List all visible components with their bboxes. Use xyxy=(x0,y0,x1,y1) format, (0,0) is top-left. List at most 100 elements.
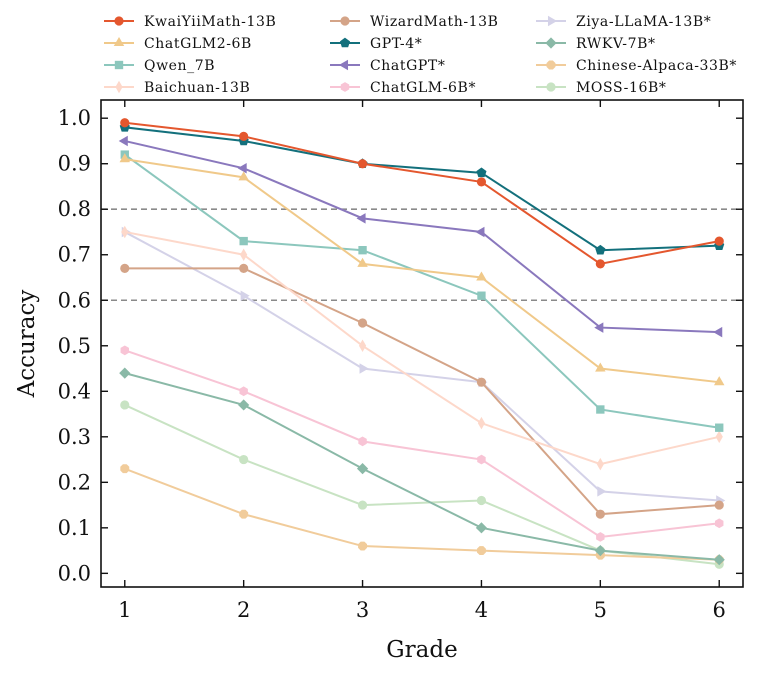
data-point xyxy=(120,345,129,356)
data-point xyxy=(120,118,130,128)
legend-item: WizardMath-13B xyxy=(330,14,499,30)
data-point xyxy=(476,177,487,187)
data-point xyxy=(237,163,247,174)
legend-item: GPT-4* xyxy=(330,36,422,52)
data-point xyxy=(596,532,605,542)
data-point xyxy=(713,376,725,386)
y-tick-label: 0.6 xyxy=(58,288,91,312)
series-line xyxy=(124,139,720,334)
x-axis-title: Grade xyxy=(386,637,457,663)
series-line xyxy=(124,231,720,466)
legend-label: Ziya-LLaMA-13B* xyxy=(576,14,711,30)
legend-label: ChatGPT* xyxy=(370,58,445,74)
data-point xyxy=(359,363,369,374)
x-tick-label: 2 xyxy=(237,598,250,622)
legend-marker xyxy=(546,82,556,92)
legend-item: ChatGLM2-6B xyxy=(104,36,251,52)
legend-item: Ziya-LLaMA-13B* xyxy=(536,14,711,30)
data-point xyxy=(357,159,368,169)
legend-item: Chinese-Alpaca-33B* xyxy=(536,58,737,74)
series-rwkv-7b xyxy=(119,367,725,566)
data-point xyxy=(475,226,485,238)
data-point xyxy=(358,541,368,551)
data-point xyxy=(239,263,249,274)
data-point xyxy=(595,362,606,372)
axis-ticks: 1 2 3 4 5 6 0.0 0.1 0.2 0.3 0.4 0.5 0.6 0.7 0.8 0.9 1.0 xyxy=(58,100,743,622)
legend-label: Chinese-Alpaca-33B* xyxy=(576,58,737,74)
series-line xyxy=(124,126,720,252)
x-tick-label: 5 xyxy=(594,598,607,622)
legend-marker xyxy=(338,59,349,71)
legend-marker xyxy=(340,16,350,26)
legend-label: RWKV-7B* xyxy=(576,36,656,52)
data-point xyxy=(714,500,724,510)
data-point xyxy=(121,225,129,239)
data-point xyxy=(596,405,605,414)
y-tick-label: 0.2 xyxy=(58,470,91,494)
data-point xyxy=(357,500,368,510)
series-line xyxy=(124,349,720,538)
legend-item: RWKV-7B* xyxy=(536,36,656,52)
data-point xyxy=(713,554,725,566)
series-chatglm-6b xyxy=(120,345,724,542)
series-line xyxy=(124,158,720,384)
y-tick-label: 0.4 xyxy=(58,379,91,403)
series-line xyxy=(124,372,720,561)
legend-label: WizardMath-13B xyxy=(370,14,499,30)
data-point xyxy=(477,416,486,430)
x-tick-label: 1 xyxy=(118,598,131,622)
series-line xyxy=(124,153,720,429)
data-point xyxy=(476,271,487,281)
data-point xyxy=(119,367,131,379)
data-point xyxy=(476,495,487,506)
data-point xyxy=(715,423,724,432)
series-wizardmath-13b xyxy=(120,263,724,519)
data-point xyxy=(477,454,486,465)
data-point xyxy=(240,290,250,301)
data-point xyxy=(357,318,368,328)
series-chatglm2-6b xyxy=(119,153,725,386)
legend-label: ChatGLM-6B* xyxy=(370,80,476,96)
legend-marker xyxy=(339,37,351,48)
data-point xyxy=(475,522,488,534)
data-point xyxy=(358,246,367,255)
legend-marker xyxy=(545,37,557,49)
legend-marker xyxy=(115,80,123,94)
data-point xyxy=(240,248,248,262)
legend-marker xyxy=(114,60,124,70)
legend-item: ChatGPT* xyxy=(330,58,445,74)
y-tick-label: 0.1 xyxy=(58,516,91,540)
data-point xyxy=(120,263,130,274)
data-point xyxy=(120,464,130,474)
y-tick-label: 0.8 xyxy=(58,197,91,221)
legend-item: MOSS-16B* xyxy=(536,80,667,96)
data-point xyxy=(358,436,367,447)
data-point xyxy=(595,509,605,519)
y-axis-title: Accuracy xyxy=(14,290,40,399)
y-tick-label: 0.5 xyxy=(58,334,91,358)
data-point xyxy=(476,167,487,178)
x-tick-label: 4 xyxy=(475,598,488,622)
plot-area xyxy=(118,118,726,569)
data-point xyxy=(119,153,131,163)
legend: KwaiYiiMath-13B ChatGLM2-6B Qwen_7B Baichua… xyxy=(104,14,737,96)
data-point xyxy=(358,339,367,353)
legend-label: MOSS-16B* xyxy=(576,80,667,96)
reference-lines xyxy=(101,208,743,302)
y-tick-label: 0.7 xyxy=(58,243,91,267)
series-line xyxy=(124,267,720,516)
data-point xyxy=(715,518,724,529)
data-point xyxy=(239,509,249,519)
legend-marker xyxy=(547,15,558,27)
data-point xyxy=(238,171,249,181)
y-tick-label: 1.0 xyxy=(58,106,91,130)
legend-label: GPT-4* xyxy=(370,36,422,52)
series-line xyxy=(124,231,720,502)
series-line xyxy=(124,467,720,561)
data-point xyxy=(239,454,249,465)
data-point xyxy=(357,257,368,267)
legend-item: Qwen_7B xyxy=(104,58,215,74)
legend-item: ChatGLM-6B* xyxy=(330,80,476,96)
series-line xyxy=(124,121,720,265)
series-baichuan-13b xyxy=(121,225,723,471)
